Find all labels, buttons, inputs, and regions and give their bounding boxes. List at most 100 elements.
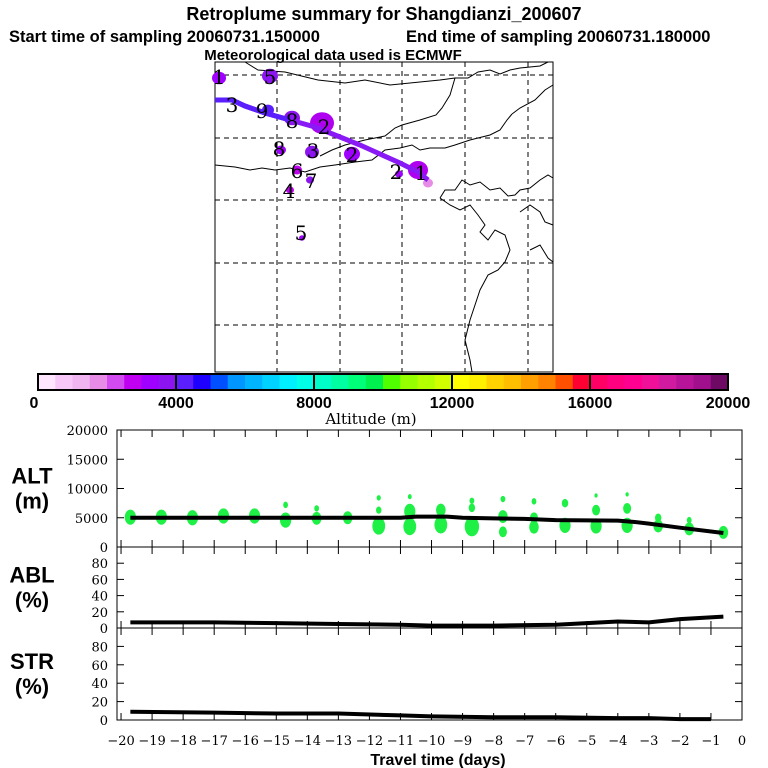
altitude-cluster-point (561, 498, 569, 508)
altitude-cluster-point (592, 504, 601, 516)
panel-str: 0 20 40 60 80 STR(%) (10, 627, 743, 729)
cluster-blob (292, 165, 302, 175)
colorbar-cell (641, 374, 660, 390)
colorbar-cell (417, 374, 436, 390)
cluster-blob (305, 145, 319, 159)
abl-series-line (130, 614, 724, 628)
x-tick-label: −12 (356, 734, 383, 749)
x-tick-label: −5 (577, 734, 596, 749)
y-tick-label: 5000 (75, 512, 108, 527)
cluster-label: 1 (213, 65, 226, 89)
colorbar-cell (296, 374, 315, 390)
colorbar-cell (89, 374, 108, 390)
x-tick-label: −8 (484, 734, 503, 749)
colorbar-cell (486, 374, 505, 390)
cluster-label: 8 (286, 109, 299, 133)
cluster-blob (395, 170, 403, 178)
y-tick-label: 60 (91, 659, 108, 674)
altitude-cluster-point (314, 505, 320, 512)
altitude-cluster-point (529, 520, 539, 534)
panel-unit: (%) (15, 588, 49, 613)
cluster-label: 6 (291, 159, 304, 183)
altitude-cluster-point (403, 517, 417, 536)
colorbar-cell (72, 374, 91, 390)
x-tick-label: 0 (738, 734, 746, 749)
cluster-label: 1 (415, 161, 428, 185)
cluster-label: 5 (264, 65, 277, 89)
colorbar-cell (38, 374, 56, 390)
colorbar-cell (607, 374, 625, 390)
colorbar-cell (158, 374, 177, 390)
colorbar-cell (348, 374, 367, 390)
altitude-cluster-point (686, 516, 692, 524)
y-tick-label: 15000 (67, 453, 108, 468)
cluster-label: 3 (307, 139, 320, 163)
panel-label: ALT (11, 464, 53, 489)
x-tick-label: −6 (546, 734, 565, 749)
end-time-subtitle: End time of sampling 20060731.180000 (406, 28, 711, 46)
cluster-blob (262, 68, 278, 84)
y-tick-label: 0 (100, 714, 108, 729)
colorbar-cell (141, 374, 160, 390)
altitude-cluster-point (376, 495, 381, 501)
start-time-subtitle: Start time of sampling 20060731.150000 (9, 28, 320, 46)
altitude-cluster-point (498, 526, 507, 538)
cluster-label: 5 (295, 221, 308, 245)
y-tick-label: 20 (91, 606, 108, 621)
altitude-cluster-point (376, 506, 382, 514)
altitude-cluster-point (436, 503, 446, 517)
altitude-cluster-point (279, 512, 292, 528)
y-tick-label: 20000 (67, 424, 108, 439)
colorbar-tick-label: 12000 (430, 395, 475, 412)
altitude-cluster-point (468, 503, 476, 513)
colorbar-cell (107, 374, 125, 390)
x-tick-label: −18 (169, 734, 196, 749)
altitude-colorbar: 0 4000 8000 12000 16000 20000 (30, 373, 750, 412)
colorbar-cell (55, 374, 73, 390)
cluster-label: 3 (226, 93, 239, 117)
panel-frame (116, 627, 743, 721)
x-tick-label: −3 (639, 734, 658, 749)
altitude-cluster-point (654, 513, 662, 523)
panel-label: STR (10, 649, 54, 674)
y-tick-label: 40 (91, 677, 108, 692)
altitude-cluster-point (500, 495, 506, 503)
colorbar-label: Altitude (m) (324, 410, 416, 428)
x-tick-label: −7 (515, 734, 534, 749)
colorbar-tick-label: 8000 (296, 395, 332, 412)
met-data-subtitle: Meteorological data used is ECMWF (204, 47, 462, 64)
altitude-cluster-point (531, 498, 537, 505)
x-tick-label: −1 (701, 734, 720, 749)
cluster-label: 2 (318, 115, 331, 139)
y-tick-label: 60 (91, 573, 108, 588)
panel-label: ABL (9, 563, 54, 588)
colorbar-cell (331, 374, 349, 390)
colorbar-tick-label: 4000 (158, 395, 194, 412)
cluster-label: 2 (346, 143, 359, 167)
y-tick-label: 40 (91, 590, 108, 605)
cluster-label: 4 (283, 179, 296, 203)
panel-frame (116, 546, 743, 629)
x-tick-label: −2 (670, 734, 689, 749)
x-tick-label: −20 (107, 734, 134, 749)
trajectory-line-early (215, 97, 291, 123)
x-tick-label: −9 (453, 734, 472, 749)
cluster-label: 7 (305, 169, 318, 193)
x-tick-label: −4 (608, 734, 627, 749)
cluster-blob (306, 176, 314, 184)
x-tick-label: −17 (200, 734, 227, 749)
colorbar-cell (314, 374, 332, 390)
altitude-cluster-point (625, 492, 629, 497)
altitude-cluster-point (283, 501, 288, 509)
str-series-line (130, 709, 711, 722)
x-tick-label: −10 (418, 734, 445, 749)
colorbar-cell (693, 374, 712, 390)
colorbar-frame (37, 373, 729, 391)
colorbar-cell (124, 374, 142, 390)
cluster-blob (286, 186, 294, 194)
altitude-cluster-point (469, 497, 475, 504)
country-borders (214, 61, 554, 373)
